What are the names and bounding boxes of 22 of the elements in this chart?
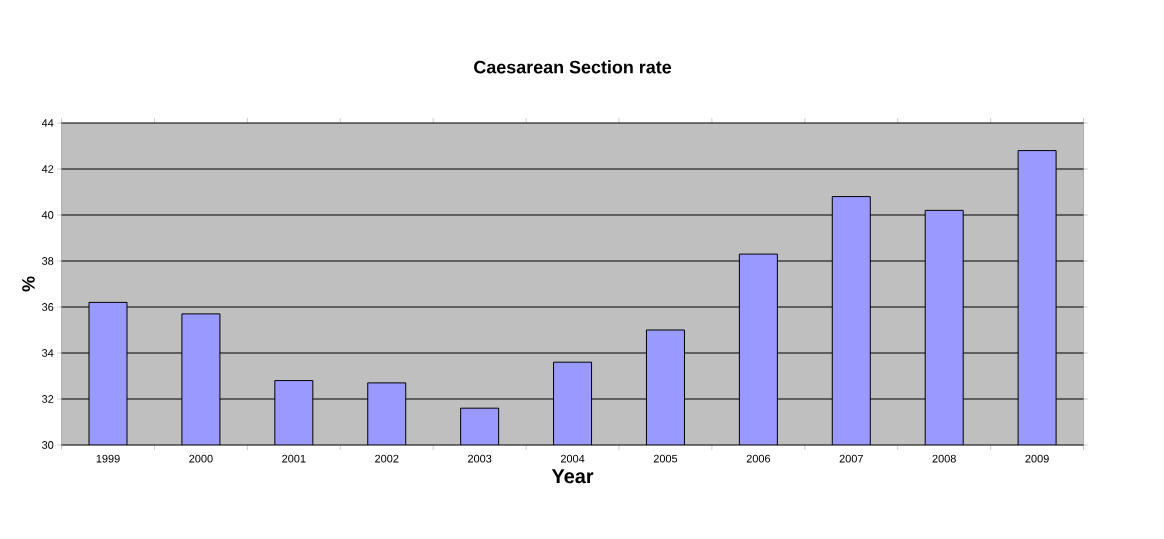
x-tick-label: 2006 — [746, 454, 771, 463]
x-axis-title: Year — [551, 469, 594, 484]
x-tick-label: 2009 — [1025, 454, 1049, 463]
x-tick-label: 2007 — [839, 454, 863, 463]
y-tick-label: 38 — [42, 257, 54, 265]
y-axis-title: % — [22, 276, 35, 292]
x-tick-label: 2008 — [932, 454, 956, 463]
x-tick-label: 2002 — [375, 454, 399, 463]
y-tick-label: 44 — [41, 119, 54, 127]
x-tick-label: 1999 — [96, 454, 120, 463]
y-tick-label: 42 — [41, 165, 54, 173]
chart-title: Caesarean Section rate — [474, 60, 672, 74]
x-tick-label: 2003 — [468, 454, 492, 463]
x-tick-label: 2005 — [653, 454, 678, 463]
x-tick-label: 2004 — [560, 454, 585, 463]
x-tick-label: 2001 — [282, 454, 306, 463]
y-tick-label: 32 — [42, 395, 54, 403]
x-tick-label: 2000 — [189, 454, 213, 463]
y-tick-label: 36 — [42, 303, 54, 311]
y-tick-label: 30 — [42, 441, 54, 449]
y-tick-label: 34 — [42, 349, 54, 357]
y-tick-label: 40 — [41, 211, 54, 219]
